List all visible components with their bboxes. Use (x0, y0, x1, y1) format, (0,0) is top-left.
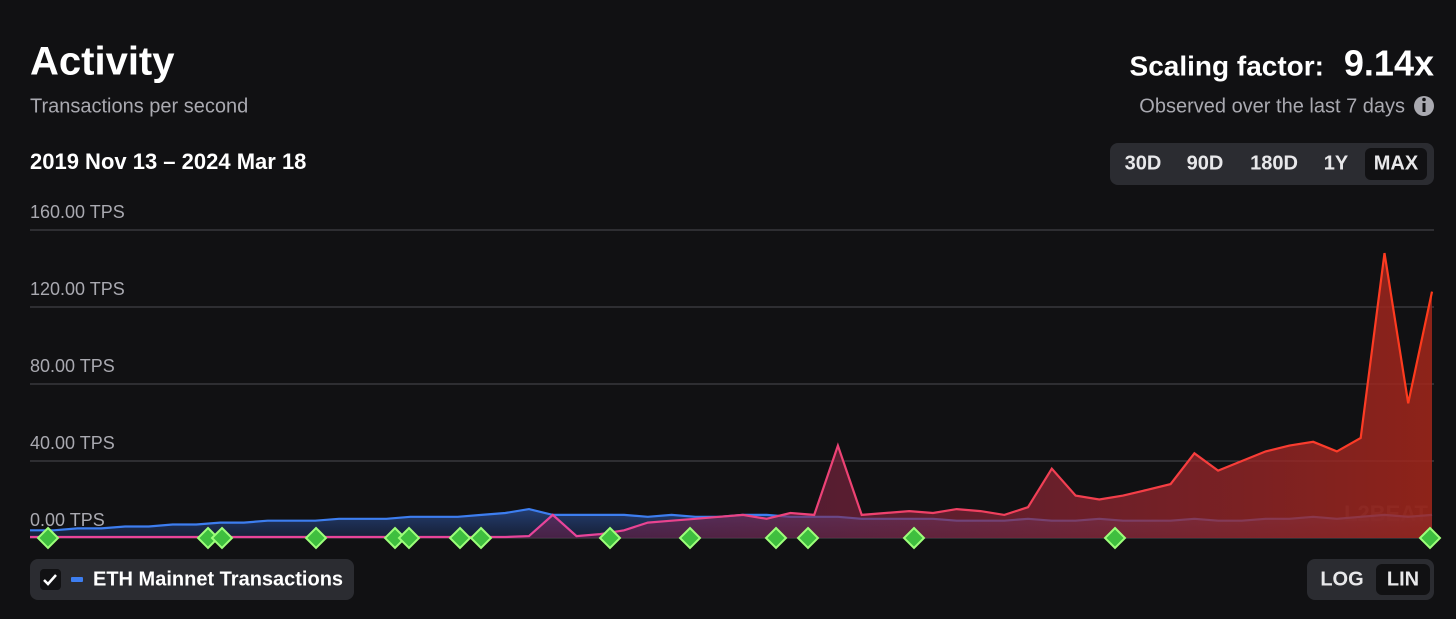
y-tick-label: 0.00 TPS (30, 510, 105, 530)
milestone[interactable] (598, 526, 622, 550)
area-fill (30, 253, 1432, 538)
range-button[interactable]: 30D (1125, 152, 1162, 174)
milestone[interactable] (304, 526, 328, 550)
range-button[interactable]: MAX (1374, 152, 1419, 174)
milestone[interactable] (678, 526, 702, 550)
range-button[interactable]: 1Y (1324, 152, 1349, 174)
chart: 0.00 TPS 40.00 TPS 80.00 TPS 120.00 TPS 160.… (30, 202, 1434, 539)
range-button-selected (1365, 148, 1427, 180)
subtitle: Transactions per second (30, 95, 248, 117)
scale-button[interactable]: LOG (1320, 568, 1363, 590)
milestone[interactable] (210, 526, 234, 550)
milestone[interactable] (764, 526, 788, 550)
milestone[interactable] (1103, 526, 1127, 550)
y-tick-label: 40.00 TPS (30, 433, 115, 453)
y-tick-label: 120.00 TPS (30, 279, 125, 299)
scale-button[interactable]: LIN (1387, 568, 1419, 590)
legend-label: ETH Mainnet Transactions (93, 568, 343, 590)
y-tick-label: 160.00 TPS (30, 202, 125, 222)
milestone[interactable] (796, 526, 820, 550)
y-tick-label: 80.00 TPS (30, 356, 115, 376)
milestone[interactable] (902, 526, 926, 550)
scaling-value: 9.14x (1344, 43, 1434, 84)
scaling-note: Observed over the last 7 days (1139, 95, 1405, 117)
milestone[interactable] (36, 526, 60, 550)
scale-button-selected (1376, 564, 1430, 595)
date-range: 2019 Nov 13 – 2024 Mar 18 (30, 149, 306, 174)
info-icon-dot (1422, 97, 1426, 102)
milestones (36, 526, 1442, 550)
legend-box (30, 559, 354, 600)
range-toolbar (1110, 143, 1434, 185)
milestone[interactable] (397, 526, 421, 550)
range-button[interactable]: 90D (1187, 152, 1224, 174)
scaling-label: Scaling factor: (1130, 50, 1324, 81)
milestone[interactable] (469, 526, 493, 550)
legend-swatch (71, 577, 83, 582)
info-icon-bar (1422, 103, 1426, 112)
area-line (30, 252, 1434, 539)
range-button[interactable]: 180D (1250, 152, 1298, 174)
milestone[interactable] (448, 526, 472, 550)
milestone[interactable] (1418, 526, 1442, 550)
checkmark (43, 574, 57, 586)
title: Activity (30, 40, 175, 84)
